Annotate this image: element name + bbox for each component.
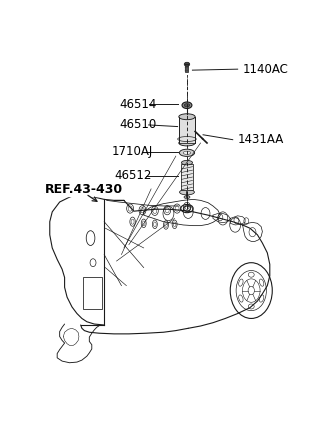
Bar [179, 117, 195, 143]
Text: 1140AC: 1140AC [242, 63, 288, 76]
Bar [185, 65, 189, 72]
Ellipse shape [184, 104, 190, 107]
Text: 46510: 46510 [119, 118, 156, 132]
Ellipse shape [179, 140, 195, 146]
Ellipse shape [179, 114, 195, 120]
Text: 46512: 46512 [114, 169, 152, 182]
Ellipse shape [182, 161, 193, 165]
Ellipse shape [184, 196, 190, 199]
Bar [182, 164, 193, 190]
Ellipse shape [184, 62, 190, 66]
Ellipse shape [179, 149, 195, 156]
Text: 46514: 46514 [119, 98, 156, 111]
Bar [83, 277, 102, 308]
Ellipse shape [183, 151, 191, 155]
Ellipse shape [180, 190, 194, 195]
Text: REF.43-430: REF.43-430 [45, 183, 123, 196]
Text: 1431AA: 1431AA [238, 133, 284, 146]
Text: 1710AJ: 1710AJ [112, 145, 153, 158]
Ellipse shape [182, 102, 192, 109]
